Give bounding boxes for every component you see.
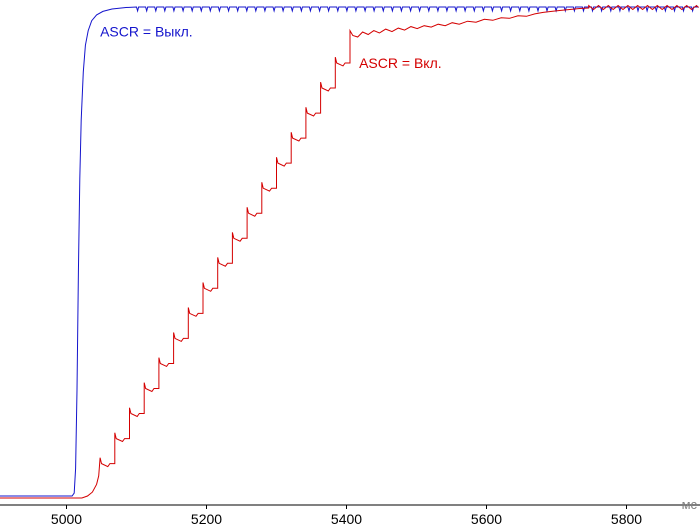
x-axis-tick-label: 5200: [191, 511, 222, 527]
x-axis-tick-label: 5000: [51, 511, 82, 527]
series-annotation-ascr-on: ASCR = Вкл.: [359, 55, 442, 71]
x-axis-tick-label: 5800: [611, 511, 642, 527]
series-annotation-ascr-off: ASCR = Выкл.: [100, 23, 193, 39]
series-line-ascr-on: [0, 4, 699, 499]
x-axis-tick-label: 5600: [471, 511, 502, 527]
x-axis-tick-label: 5400: [331, 511, 362, 527]
series-line-ascr-off: [0, 6, 699, 497]
x-axis-unit-label: мс: [682, 497, 698, 512]
